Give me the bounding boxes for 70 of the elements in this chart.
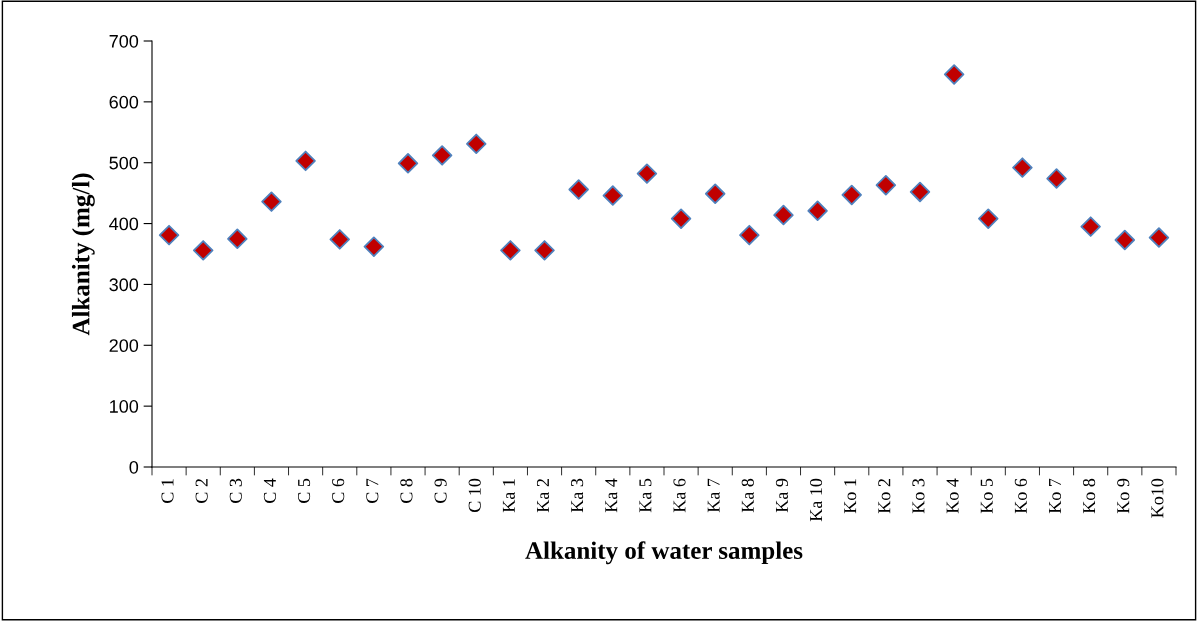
x-tick-label: Ko10	[1151, 478, 1164, 518]
point	[500, 240, 521, 261]
point	[329, 229, 350, 250]
x-tick-label: Ko 3	[912, 478, 925, 514]
x-tick-label: Ka 6	[673, 478, 686, 513]
point	[739, 224, 760, 246]
point	[431, 145, 453, 166]
x-tick-label: C 2	[195, 479, 208, 503]
point	[875, 175, 897, 196]
x-tick-label: Ko 1	[844, 479, 857, 514]
x-tick-label: Ko 8	[1083, 478, 1096, 514]
x-tick-label: Ka 4	[605, 478, 618, 513]
point	[602, 185, 624, 206]
x-tick-label: Ka 5	[639, 478, 652, 513]
point	[807, 200, 828, 222]
point	[261, 191, 282, 212]
x-tick-label: Ko 5	[980, 478, 993, 514]
x-tick-label: C 6	[332, 478, 345, 503]
x-tick-label: Ka 9	[775, 478, 788, 513]
x-tick-label: C 7	[366, 478, 379, 503]
x-tick-label: Ko 6	[1014, 478, 1027, 514]
point	[909, 181, 931, 203]
point	[1148, 227, 1170, 248]
point	[295, 150, 316, 172]
x-tick-label: Ka 1	[502, 479, 515, 513]
y-tick-label: 500	[109, 156, 139, 170]
x-tick-label: Ko 9	[1117, 478, 1130, 514]
x-tick-label: Ko 7	[1049, 478, 1062, 514]
y-tick-label: 200	[109, 339, 139, 353]
x-tick-label: C 5	[297, 478, 311, 503]
point	[841, 184, 862, 206]
point	[636, 163, 658, 184]
x-tick-label: Ko 2	[878, 479, 891, 514]
point	[227, 228, 248, 250]
point	[1012, 157, 1033, 178]
y-tick-label: 400	[109, 217, 139, 231]
point	[192, 240, 214, 261]
x-tick-label: Ka 2	[536, 479, 550, 513]
point	[534, 240, 555, 261]
point	[466, 133, 487, 155]
y-axis-title: Alkanity (mg/l)	[71, 173, 95, 336]
y-tick-label: 0	[129, 460, 139, 474]
x-tick-label: C 8	[400, 478, 413, 503]
y-tick-label: 600	[109, 95, 139, 109]
x-tick-label: Ka 3	[571, 478, 584, 513]
point	[773, 204, 794, 226]
x-tick-label: C 3	[229, 478, 242, 503]
point	[158, 224, 180, 246]
point	[1080, 216, 1101, 237]
point	[1046, 168, 1067, 189]
x-tick-label: Ka 7	[707, 478, 720, 513]
x-axis-title: Alkanity of water samples	[525, 541, 803, 565]
y-tick-label: 100	[110, 400, 139, 413]
x-tick-label: Ka 8	[741, 478, 754, 513]
y-tick-label: 300	[109, 278, 139, 292]
x-tick-label: Ka 10	[809, 478, 823, 522]
point	[1114, 229, 1136, 251]
x-tick-label: C 9	[434, 478, 447, 503]
x-tick-label: C 1	[161, 479, 174, 503]
point	[568, 179, 589, 200]
point	[943, 64, 965, 85]
x-tick-label: Ko 4	[946, 478, 959, 514]
x-tick-label: C 10	[468, 478, 481, 512]
point	[397, 153, 419, 174]
point	[363, 236, 385, 257]
point	[670, 208, 692, 229]
x-tick-label: C 4	[263, 478, 276, 503]
point	[978, 208, 999, 229]
y-tick-label: 700	[109, 34, 139, 48]
point	[704, 183, 726, 204]
